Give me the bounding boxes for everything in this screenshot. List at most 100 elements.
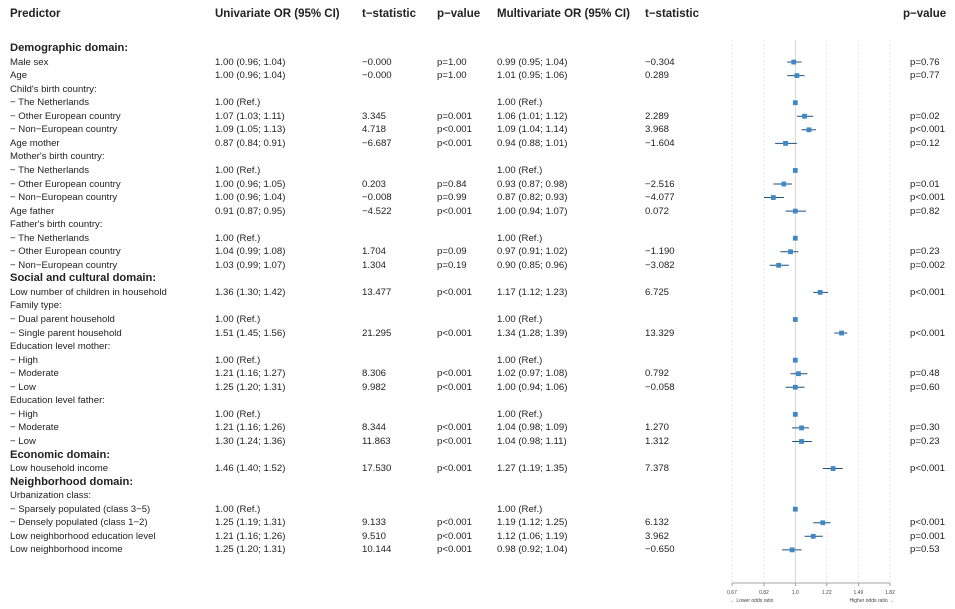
table-row: − Dual parent household 1.00 (Ref.) 1.00 (…: [0, 314, 955, 325]
univariate-or: 1.00 (Ref.): [215, 164, 261, 176]
x-tick-label: 1.22: [822, 590, 832, 596]
univariate-or: 1.36 (1.30; 1.42): [215, 286, 286, 298]
multivariate-or: 1.00 (Ref.): [497, 314, 543, 325]
univariate-t: −0.000: [362, 70, 392, 82]
multivariate-t: 0.072: [645, 205, 670, 217]
or-point: [796, 371, 801, 377]
multivariate-p: p=0.001: [910, 530, 945, 542]
multivariate-p: p<0.001: [910, 463, 945, 475]
univariate-or: 1.00 (Ref.): [215, 503, 261, 515]
multivariate-t: 3.968: [645, 124, 670, 136]
or-point: [770, 195, 776, 200]
predictor-label: − Moderate: [10, 368, 59, 380]
domain-heading: Neighborhood domain:: [0, 476, 955, 488]
table-row: − The Netherlands 1.00 (Ref.) 1.00 (Ref.): [0, 165, 955, 176]
multivariate-t: −4.077: [645, 192, 675, 204]
univariate-t: 9.982: [362, 381, 387, 393]
predictor-label: Low neighborhood income: [10, 544, 123, 556]
predictor-label: − Dual parent household: [10, 314, 115, 325]
univariate-or: 1.00 (Ref.): [215, 232, 261, 244]
table-row: Mother's birth country:: [0, 151, 955, 162]
predictor-label: Father's birth country:: [10, 219, 103, 231]
multivariate-or: 1.00 (Ref.): [497, 354, 543, 366]
univariate-t: 3.345: [362, 110, 387, 122]
multivariate-p: p=0.30: [910, 422, 940, 434]
predictor-label: − High: [10, 408, 38, 420]
table-row: − Moderate 1.21 (1.16; 1.26) 8.344 p<0.001 1…: [0, 422, 955, 433]
multivariate-or: 1.04 (0.98; 1.09): [497, 422, 568, 434]
univariate-or: 1.00 (Ref.): [215, 314, 261, 325]
predictor-label: − Single parent household: [10, 327, 122, 339]
multivariate-or: 0.97 (0.91; 1.02): [497, 246, 568, 258]
predictor-label: − Low: [10, 435, 36, 447]
or-point: [799, 425, 804, 431]
table-row: Age mother 0.87 (0.84; 0.91) −6.687 p<0.001…: [0, 138, 955, 149]
table-row: − Low 1.30 (1.24; 1.36) 11.863 p<0.001 1.04 …: [0, 436, 955, 447]
multivariate-t: 6.725: [645, 286, 670, 298]
or-point: [792, 411, 798, 417]
multivariate-p: p=0.23: [910, 435, 940, 447]
univariate-or: 1.25 (1.20; 1.31): [215, 381, 286, 393]
univariate-p: p<0.001: [437, 544, 472, 556]
multivariate-or: 1.02 (0.97; 1.08): [497, 368, 568, 380]
table-row: − Other European country 1.07 (1.03; 1.11…: [0, 111, 955, 122]
univariate-or: 1.00 (0.96; 1.04): [215, 192, 286, 204]
or-point: [783, 140, 788, 146]
univariate-or: 1.51 (1.45; 1.56): [215, 327, 286, 339]
univariate-t: 4.718: [362, 124, 387, 136]
predictor-label: − The Netherlands: [10, 232, 90, 244]
univariate-or: 0.87 (0.84; 0.91): [215, 137, 286, 149]
or-point: [794, 73, 800, 78]
multivariate-t: 3.962: [645, 530, 670, 542]
univariate-or: 1.09 (1.05; 1.13): [215, 124, 286, 136]
table-row: − High 1.00 (Ref.) 1.00 (Ref.): [0, 409, 955, 420]
multivariate-t: 0.792: [645, 368, 670, 380]
table-row: Age 1.00 (0.96; 1.04) −0.000 p=1.00 1.01 (0.…: [0, 70, 955, 81]
predictor-label: − High: [10, 354, 38, 366]
multivariate-or: 1.01 (0.95; 1.06): [497, 70, 568, 82]
multivariate-or: 1.17 (1.12; 1.23): [497, 286, 568, 298]
multivariate-or: 1.27 (1.19; 1.35): [497, 463, 568, 475]
table-row: Child's birth country:: [0, 84, 955, 95]
univariate-or: 1.21 (1.16; 1.26): [215, 422, 286, 434]
or-point: [810, 533, 816, 539]
univariate-p: p=1.00: [437, 70, 467, 82]
univariate-t: 9.133: [362, 517, 387, 529]
univariate-t: 8.344: [362, 422, 387, 434]
predictor-label: Age father: [10, 205, 55, 217]
univariate-p: p=0.001: [437, 110, 472, 122]
univariate-or: 1.04 (0.99; 1.08): [215, 246, 286, 258]
predictor-label: Education level mother:: [10, 341, 111, 353]
univariate-or: 1.30 (1.24; 1.36): [215, 435, 286, 447]
multivariate-or: 1.06 (1.01; 1.12): [497, 110, 568, 122]
table-row: Low number of children in household 1.36 …: [0, 287, 955, 298]
multivariate-t: 2.289: [645, 110, 670, 122]
or-point: [792, 235, 798, 241]
table-row: Male sex 1.00 (0.96; 1.04) −0.000 p=1.00 0.9…: [0, 57, 955, 68]
predictor-label: Low number of children in household: [10, 286, 167, 298]
table-row: Education level father:: [0, 395, 955, 406]
or-point: [781, 181, 787, 187]
predictor-label: Age mother: [10, 137, 60, 149]
multivariate-or: 1.04 (0.98; 1.11): [497, 435, 567, 447]
univariate-t: −6.687: [362, 137, 392, 149]
univariate-p: p<0.001: [437, 327, 472, 339]
univariate-t: 1.704: [362, 246, 387, 258]
univariate-t: 8.306: [362, 368, 387, 380]
univariate-or: 1.00 (Ref.): [215, 97, 261, 109]
multivariate-p: p<0.001: [910, 517, 945, 529]
multivariate-or: 1.00 (0.94; 1.06): [497, 381, 568, 393]
univariate-t: 17.530: [362, 463, 392, 475]
multivariate-or: 0.90 (0.85; 0.96): [497, 259, 568, 271]
univariate-t: 0.203: [362, 178, 387, 190]
table-row: Age father 0.91 (0.87; 0.95) −4.522 p<0.001…: [0, 206, 955, 217]
table-row: − Other European country 1.04 (0.99; 1.08…: [0, 246, 955, 257]
predictor-label: − Non−European country: [10, 259, 118, 271]
or-point: [792, 168, 798, 173]
multivariate-p: p<0.001: [910, 327, 945, 339]
predictor-label: − Non−European country: [10, 192, 118, 204]
univariate-p: p=1.00: [437, 56, 467, 68]
header-multivariate-or: Multivariate OR (95% CI): [497, 8, 630, 20]
multivariate-p: p<0.001: [910, 124, 945, 136]
